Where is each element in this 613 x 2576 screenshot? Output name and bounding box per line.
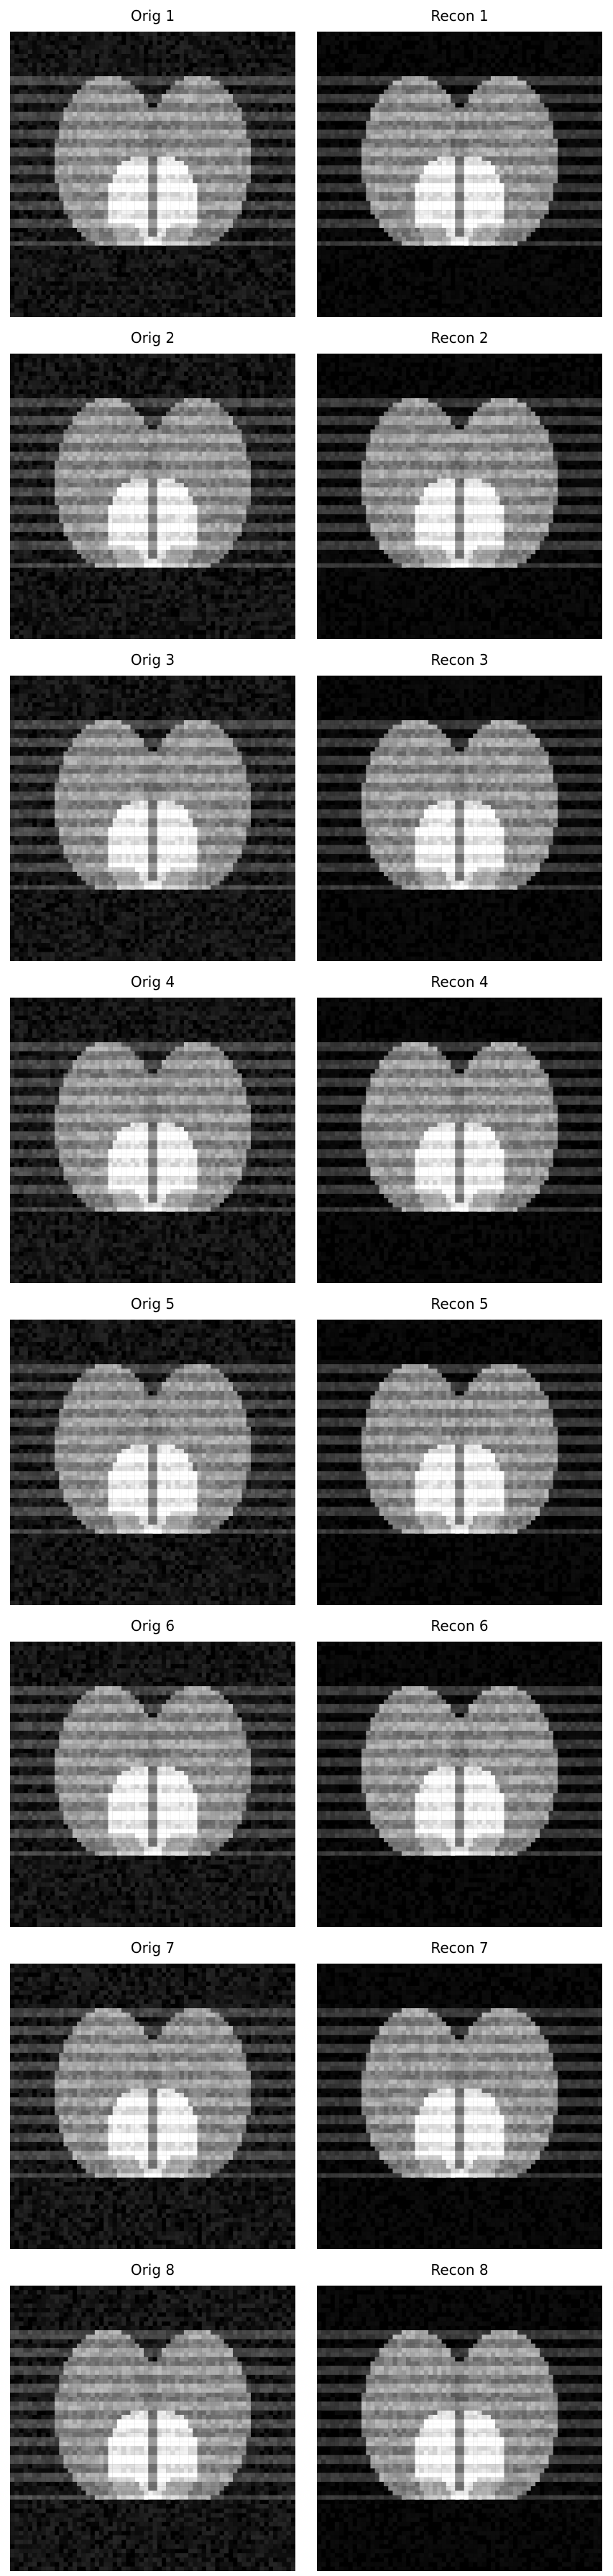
orig-panel: Orig 3 — [10, 644, 295, 964]
mri-image — [317, 32, 602, 317]
panel-title: Recon 4 — [317, 966, 602, 998]
mri-image — [10, 354, 295, 639]
orig-panel: Orig 8 — [10, 2254, 295, 2574]
recon-panel: Recon 5 — [317, 1288, 602, 1608]
mri-image — [10, 676, 295, 961]
mri-image — [10, 1642, 295, 1927]
recon-panel: Recon 1 — [317, 0, 602, 320]
mri-image — [10, 32, 295, 317]
orig-panel: Orig 7 — [10, 1932, 295, 2252]
panel-title: Recon 3 — [317, 644, 602, 676]
panel-title: Recon 8 — [317, 2254, 602, 2286]
recon-panel: Recon 3 — [317, 644, 602, 964]
orig-panel: Orig 2 — [10, 322, 295, 642]
panel-title: Recon 2 — [317, 322, 602, 354]
recon-panel: Recon 6 — [317, 1610, 602, 1930]
mri-image — [317, 1642, 602, 1927]
orig-panel: Orig 1 — [10, 0, 295, 320]
mri-image — [10, 2286, 295, 2571]
recon-panel: Recon 8 — [317, 2254, 602, 2574]
panel-title: Orig 5 — [10, 1288, 295, 1320]
mri-image — [317, 354, 602, 639]
panel-title: Orig 6 — [10, 1610, 295, 1642]
panel-title: Orig 2 — [10, 322, 295, 354]
panel-title: Orig 4 — [10, 966, 295, 998]
panel-title: Recon 1 — [317, 0, 602, 32]
mri-image — [317, 1320, 602, 1605]
mri-image — [10, 1320, 295, 1605]
panel-title: Orig 7 — [10, 1932, 295, 1964]
mri-image — [317, 676, 602, 961]
orig-panel: Orig 6 — [10, 1610, 295, 1930]
mri-image — [317, 1964, 602, 2249]
panel-title: Orig 8 — [10, 2254, 295, 2286]
mri-image — [10, 998, 295, 1283]
panel-title: Recon 6 — [317, 1610, 602, 1642]
panel-title: Recon 5 — [317, 1288, 602, 1320]
recon-panel: Recon 4 — [317, 966, 602, 1286]
mri-image — [317, 998, 602, 1283]
mri-image — [317, 2286, 602, 2571]
recon-panel: Recon 2 — [317, 322, 602, 642]
panel-title: Recon 7 — [317, 1932, 602, 1964]
recon-panel: Recon 7 — [317, 1932, 602, 2252]
mri-image — [10, 1964, 295, 2249]
panel-title: Orig 1 — [10, 0, 295, 32]
panel-title: Orig 3 — [10, 644, 295, 676]
orig-panel: Orig 4 — [10, 966, 295, 1286]
orig-panel: Orig 5 — [10, 1288, 295, 1608]
